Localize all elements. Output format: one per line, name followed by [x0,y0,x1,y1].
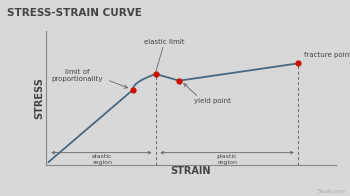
Text: elastic
region: elastic region [92,154,112,165]
Text: limit of
proportionality: limit of proportionality [52,69,103,82]
Text: fracture point: fracture point [304,52,350,58]
X-axis label: STRAIN: STRAIN [170,166,211,176]
Y-axis label: STRESS: STRESS [34,77,44,119]
Text: yield point: yield point [194,98,231,104]
Text: plastic
region: plastic region [217,154,237,165]
Text: STRESS-STRAIN CURVE: STRESS-STRAIN CURVE [7,8,142,18]
Text: Study.com: Study.com [318,189,346,194]
Text: elastic limit: elastic limit [144,39,185,71]
